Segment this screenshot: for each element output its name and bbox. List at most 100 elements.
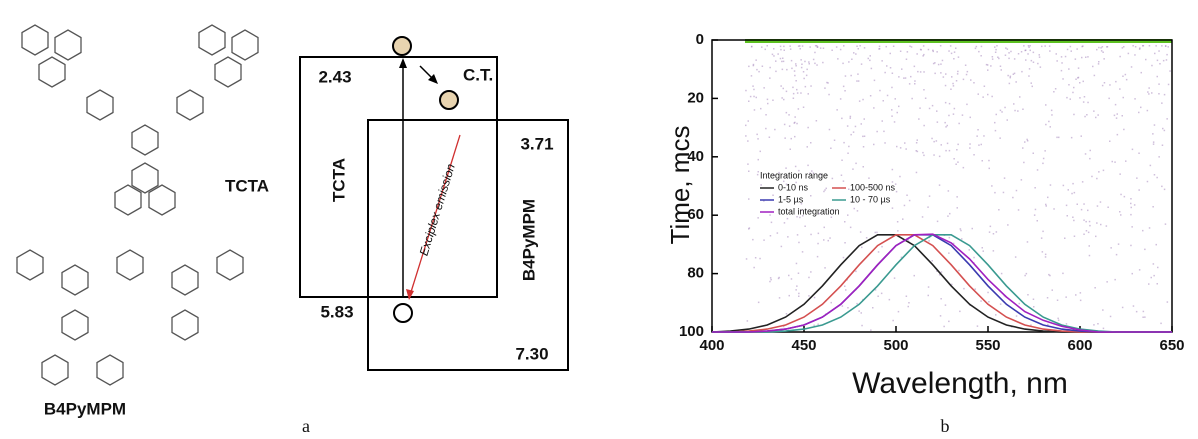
noise-dot — [901, 68, 903, 70]
noise-dot — [975, 45, 978, 48]
noise-dot — [759, 257, 761, 260]
noise-dot — [794, 121, 796, 124]
noise-dot — [1081, 181, 1084, 183]
noise-dot — [940, 63, 942, 65]
noise-dot — [806, 146, 808, 148]
noise-dot — [1164, 223, 1167, 225]
noise-dot — [910, 75, 912, 78]
noise-dot — [769, 235, 772, 237]
noise-dot — [796, 92, 799, 94]
noise-dot — [817, 232, 820, 235]
noise-dot — [781, 97, 783, 99]
noise-dot — [941, 59, 944, 62]
noise-dot — [813, 324, 815, 327]
noise-dot — [956, 196, 958, 198]
noise-dot — [898, 105, 900, 108]
noise-dot — [1034, 187, 1036, 189]
noise-dot — [1045, 123, 1047, 126]
noise-dot — [756, 133, 758, 136]
noise-dot — [822, 61, 824, 64]
noise-dot — [1140, 106, 1142, 109]
noise-dot — [824, 87, 826, 89]
noise-dot — [770, 221, 773, 224]
noise-dot — [1021, 70, 1023, 73]
noise-dot — [823, 226, 825, 229]
noise-dot — [783, 98, 785, 101]
noise-dot — [922, 55, 924, 57]
noise-dot — [757, 158, 759, 161]
noise-dot — [936, 270, 938, 272]
noise-dot — [931, 137, 933, 140]
noise-dot — [977, 129, 979, 131]
noise-dot — [940, 271, 943, 273]
noise-dot — [1111, 160, 1113, 163]
noise-dot — [844, 75, 847, 77]
noise-dot — [1085, 230, 1088, 232]
noise-dot — [842, 256, 845, 259]
noise-dot — [1099, 201, 1102, 203]
noise-dot — [976, 325, 979, 327]
noise-dot — [1140, 71, 1142, 74]
noise-dot — [1096, 222, 1098, 224]
noise-dot — [992, 233, 995, 235]
noise-dot — [1152, 263, 1155, 265]
noise-dot — [1070, 136, 1073, 139]
noise-dot — [874, 289, 877, 291]
noise-dot — [764, 48, 766, 51]
molecule-ring — [41, 354, 69, 386]
noise-dot — [1088, 254, 1091, 257]
noise-dot — [955, 47, 957, 49]
noise-dot — [808, 61, 810, 63]
noise-dot — [848, 188, 850, 190]
noise-dot — [1020, 51, 1023, 53]
noise-dot — [769, 77, 771, 79]
noise-dot — [792, 92, 795, 95]
noise-dot — [1019, 96, 1021, 98]
noise-dot — [1074, 58, 1077, 60]
noise-dot — [774, 128, 776, 131]
noise-dot — [1105, 225, 1108, 227]
noise-dot — [811, 170, 813, 172]
noise-dot — [857, 48, 859, 50]
noise-dot — [914, 83, 916, 85]
panel-caption: b — [941, 416, 950, 436]
noise-dot — [1046, 297, 1049, 299]
noise-dot — [978, 144, 980, 146]
noise-dot — [782, 57, 784, 59]
noise-dot — [999, 137, 1001, 139]
noise-dot — [856, 302, 858, 305]
noise-dot — [897, 230, 899, 232]
noise-dot — [1056, 136, 1058, 139]
noise-dot — [876, 231, 878, 234]
noise-dot — [1069, 45, 1072, 48]
noise-dot — [745, 124, 747, 127]
noise-dot — [945, 73, 947, 75]
noise-dot — [957, 70, 959, 73]
noise-dot — [773, 55, 775, 57]
noise-dot — [1013, 58, 1016, 60]
noise-dot — [1134, 46, 1137, 48]
noise-dot — [969, 143, 971, 145]
noise-dot — [1096, 48, 1098, 51]
noise-dot — [957, 161, 959, 163]
noise-dot — [1083, 219, 1085, 221]
noise-dot — [1147, 91, 1149, 93]
noise-dot — [928, 195, 931, 197]
noise-dot — [1088, 220, 1091, 223]
molecule-ring — [116, 249, 144, 281]
noise-dot — [982, 96, 984, 98]
noise-dot — [832, 209, 835, 211]
noise-dot — [783, 222, 786, 224]
noise-dot — [1132, 305, 1135, 307]
noise-dot — [1076, 48, 1078, 50]
noise-dot — [844, 221, 846, 223]
noise-dot — [830, 216, 833, 218]
noise-dot — [978, 50, 980, 53]
noise-dot — [841, 305, 844, 307]
box-label: B4PyMPM — [519, 199, 538, 281]
y-tick-label: 0 — [696, 31, 704, 48]
noise-dot — [822, 47, 825, 49]
noise-dot — [944, 121, 946, 124]
noise-dot — [956, 73, 959, 75]
molecule-ring — [171, 309, 199, 341]
